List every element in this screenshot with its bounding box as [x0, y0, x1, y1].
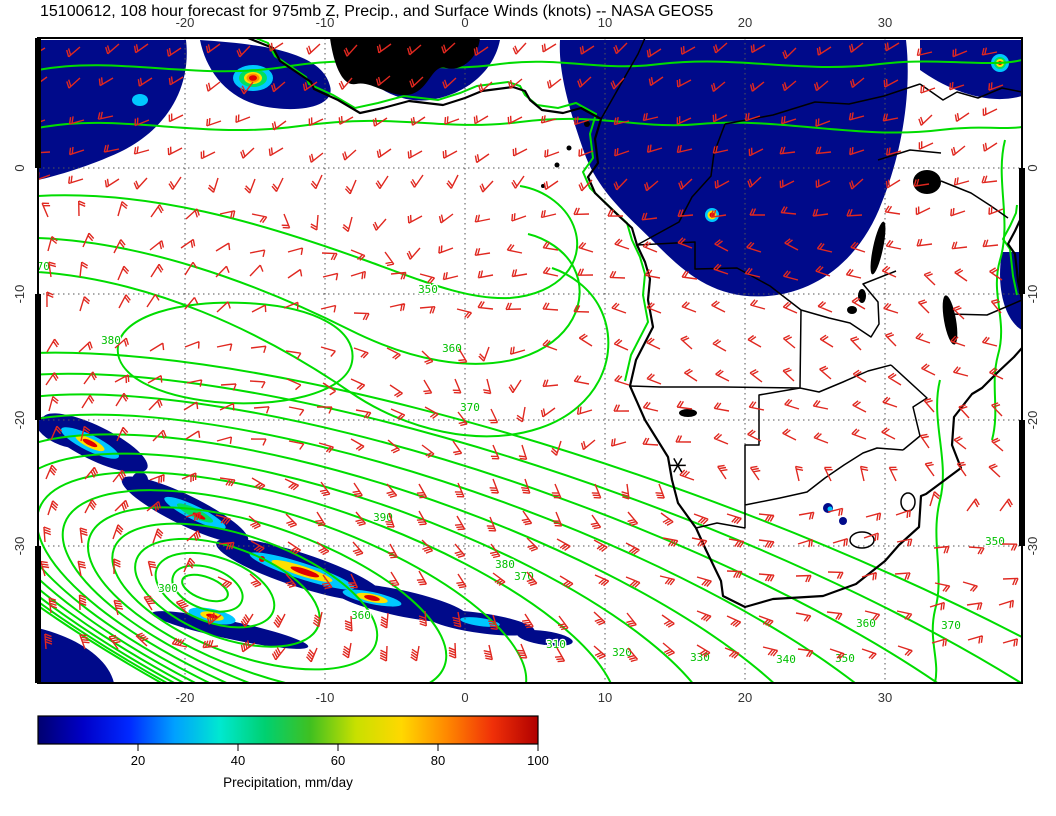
lon-tick-top: 20 [738, 15, 752, 30]
lat-tick-left: 0 [12, 164, 27, 171]
contour-label: 320 [612, 646, 632, 659]
contour-label: 360 [856, 617, 876, 630]
precip-blob [920, 40, 1022, 100]
contour-label: 350 [985, 535, 1005, 548]
lon-tick-top: 10 [598, 15, 612, 30]
lake-victoria [913, 170, 941, 194]
lon-tick-bottom: 20 [738, 690, 752, 705]
lat-tick-right: -10 [1025, 285, 1040, 304]
precip-spot [132, 472, 148, 488]
colorbar-gradient-bar [37, 715, 539, 745]
lake-bangweulu [847, 306, 857, 314]
colorbar-tick-label: 80 [431, 753, 445, 768]
contour-label: 300 [158, 582, 178, 595]
contour-labels-layer: 3603503603703703803903803703603003103203… [30, 51, 1006, 668]
height-contour-ring [181, 573, 229, 603]
colorbar-tick-label: 40 [231, 753, 245, 768]
height-contour-ring [154, 551, 276, 629]
station-marker-layer [669, 458, 686, 473]
lon-tick-bottom: 0 [461, 690, 468, 705]
height-contour-ring [111, 522, 379, 671]
colorbar-tick-label: 20 [131, 753, 145, 768]
height-contour-ring [38, 372, 1022, 683]
contour-label: 380 [101, 334, 121, 347]
map-plot-area: 3603503603703703803903803703603003103203… [30, 38, 1022, 683]
height-contour [38, 233, 581, 365]
lat-tick-left: -30 [12, 537, 27, 556]
map-gridlines [38, 38, 1022, 683]
lon-tick-top: -20 [176, 15, 195, 30]
lake-tanganyika [870, 221, 886, 275]
height-contour-coastal [252, 38, 1018, 382]
contour-label: 350 [835, 652, 855, 665]
precip-band [517, 630, 573, 646]
lon-tick-top: 30 [878, 15, 892, 30]
lakes [679, 170, 958, 417]
height-contour [38, 117, 1022, 134]
lake-mweru [858, 289, 866, 303]
contour-label: 360 [351, 609, 371, 622]
lat-tick-left: -10 [12, 285, 27, 304]
height-contour-ring [171, 564, 244, 613]
height-contour-ring [87, 506, 448, 683]
colorbar-title: Precipitation, mm/day [223, 775, 353, 790]
height-contour-ring [38, 471, 618, 683]
precip-band [151, 611, 309, 649]
contour-label: 350 [418, 283, 438, 296]
colorbar-tick-label: 60 [331, 753, 345, 768]
contour-label: 330 [690, 651, 710, 664]
contour-label: 360 [442, 342, 462, 355]
lat-tick-right: -20 [1025, 411, 1040, 430]
contour-label: 310 [546, 638, 566, 651]
country-borders [600, 38, 1022, 529]
precip-spot [839, 517, 847, 525]
lon-tick-bottom: 10 [598, 690, 612, 705]
contour-label: 370 [941, 619, 961, 632]
west-africa-land-detail [330, 38, 480, 96]
colorbar-tick-labels: 20 40 60 80 100 [131, 744, 549, 768]
lat-tick-right: -30 [1025, 537, 1040, 556]
precip-blob [38, 40, 187, 180]
height-contour-ring [38, 413, 950, 683]
station-marker [669, 458, 686, 473]
lon-tick-top: 0 [461, 15, 468, 30]
height-contour [38, 59, 1022, 73]
swaziland-border [900, 492, 916, 512]
colorbar-tick-label: 100 [527, 753, 549, 768]
lon-tick-top: -10 [316, 15, 335, 30]
height-contour-ring [38, 351, 1022, 683]
lesotho-border [849, 531, 875, 549]
height-contour [38, 267, 610, 438]
height-contour-ring [38, 393, 1022, 683]
height-contour-ring [38, 433, 829, 683]
lon-tick-bottom: -20 [176, 690, 195, 705]
lat-tick-left: -20 [12, 411, 27, 430]
contour-label: 370 [460, 401, 480, 414]
map-frame [37, 37, 1023, 684]
contour-label: 340 [776, 653, 796, 666]
colorbar: 20 40 60 80 100 Precipitation, mm/day [37, 715, 549, 790]
chart-title: 15100612, 108 hour forecast for 975mb Z,… [40, 3, 713, 20]
height-contour-closed-high [116, 301, 354, 405]
etosha-pan [679, 409, 697, 417]
height-contour-ring [38, 452, 719, 683]
islands [541, 121, 590, 188]
height-contour [38, 185, 579, 300]
contour-label: 380 [495, 558, 515, 571]
lon-tick-bottom: 30 [878, 690, 892, 705]
lake-malawi [942, 295, 958, 345]
contour-label: 370 [30, 260, 50, 273]
precip-blob [38, 628, 114, 683]
lat-tick-right: 0 [1025, 164, 1040, 171]
lon-tick-bottom: -10 [316, 690, 335, 705]
